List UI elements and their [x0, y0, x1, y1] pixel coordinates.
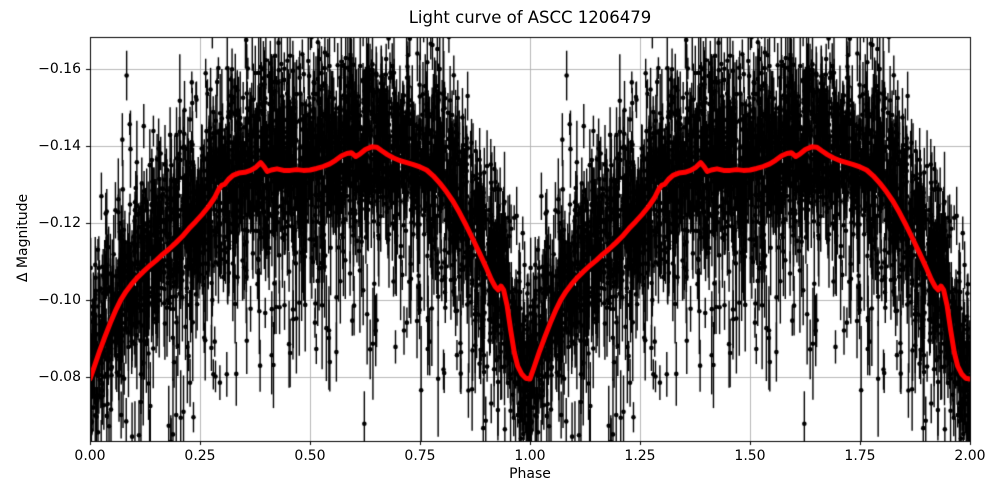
x-tick-label: 1.50: [734, 448, 766, 464]
y-tick-label: −0.16: [38, 60, 81, 77]
y-tick-label: −0.14: [38, 137, 81, 154]
x-tick-label: 0.50: [294, 448, 326, 464]
x-tick-label: 0.75: [404, 448, 436, 464]
x-tick-label: 1.25: [624, 448, 656, 464]
y-tick-label: −0.10: [38, 291, 81, 308]
x-tick-label: 1.00: [514, 448, 546, 464]
y-tick-label: −0.12: [38, 214, 81, 231]
x-tick-label: 2.00: [954, 448, 986, 464]
x-axis-label: Phase: [509, 466, 551, 482]
x-tick-label: 0.00: [74, 448, 106, 464]
y-tick-label: −0.08: [38, 369, 81, 385]
x-tick-label: 1.75: [844, 448, 876, 464]
y-axis-label: Δ Magnitude: [15, 193, 31, 283]
chart-title: Light curve of ASCC 1206479: [408, 8, 652, 27]
x-tick-label: 0.25: [184, 448, 216, 464]
